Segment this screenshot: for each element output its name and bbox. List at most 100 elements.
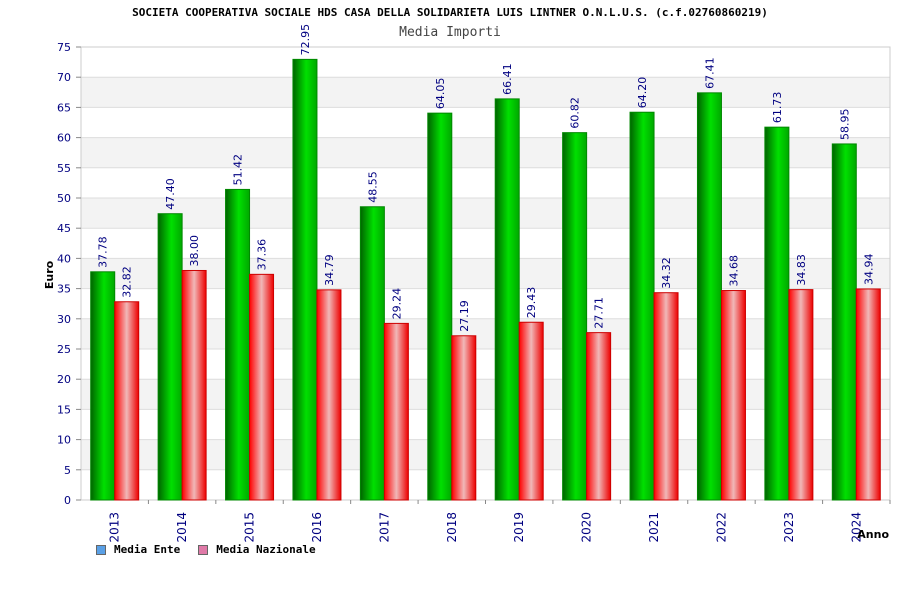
grid-band (81, 288, 890, 319)
x-axis-label: Anno (857, 528, 889, 541)
grid-band (81, 167, 890, 198)
x-tick-label: 2019 (512, 512, 526, 543)
legend-label-nazionale: Media Nazionale (216, 543, 316, 556)
bar-ente-2013 (90, 271, 116, 501)
bar-nazionale-2018 (451, 335, 477, 501)
x-tick-label: 2018 (445, 512, 459, 543)
bar-value-label: 34.79 (323, 254, 336, 286)
bar-nazionale-2013 (114, 301, 140, 501)
y-tick-label: 55 (57, 162, 71, 175)
legend-label-ente: Media Ente (114, 543, 181, 556)
y-tick-label: 5 (64, 464, 71, 477)
bar-nazionale-2021 (653, 292, 679, 501)
bar-ente-2019 (494, 98, 520, 501)
bar-ente-2015 (225, 188, 251, 501)
x-tick-label: 2020 (580, 512, 594, 543)
y-tick-label: 65 (57, 101, 71, 114)
bar-value-label: 58.95 (838, 108, 851, 140)
grid-band (81, 47, 890, 78)
bar-value-label: 34.32 (660, 257, 673, 289)
bar-value-label: 67.41 (703, 57, 716, 89)
x-tick-label: 2021 (647, 512, 661, 543)
y-axis-ticks: 0 5 10 15 20 25 30 35 40 45 50 55 60 65 70 75 (57, 41, 81, 507)
grid-band (81, 137, 890, 168)
bar-value-labels: 37.78 32.82 47.40 38.00 51.42 37.36 72.95 34.79… (97, 24, 876, 332)
bar-nazionale-2014 (181, 269, 207, 501)
x-axis-ticks: 2013 2014 2015 2016 2017 2018 2019 2020 2021 2022… (108, 500, 891, 543)
bar-value-label: 72.95 (299, 24, 312, 56)
bar-nazionale-2024 (855, 288, 881, 501)
grid-band (81, 439, 890, 470)
y-tick-label: 35 (57, 283, 71, 296)
bar-ente-2021 (629, 111, 655, 501)
y-axis-label: Euro (43, 260, 56, 289)
bar-value-label: 34.94 (862, 253, 875, 285)
y-tick-label: 25 (57, 343, 71, 356)
bar-value-label: 34.68 (727, 255, 740, 287)
x-tick-label: 2016 (310, 512, 324, 543)
bar-value-label: 34.83 (795, 254, 808, 286)
y-tick-label: 70 (57, 71, 71, 84)
legend-item-ente: Media Ente (96, 543, 180, 556)
bar-nazionale-2016 (316, 289, 342, 501)
bar-value-label: 38.00 (188, 235, 201, 267)
bar-nazionale-2022 (720, 290, 746, 501)
bar-value-label: 60.82 (569, 97, 582, 129)
bar-nazionale-2019 (518, 321, 544, 501)
bar-ente-2024 (831, 143, 857, 501)
bar-value-label: 64.20 (636, 77, 649, 109)
bar-nazionale-2020 (586, 332, 612, 501)
x-tick-label: 2015 (243, 512, 257, 543)
bar-value-label: 37.36 (256, 239, 269, 271)
chart-subtitle: Media Importi (399, 25, 501, 40)
bar-ente-2017 (359, 206, 385, 501)
y-tick-label: 0 (64, 494, 71, 507)
y-tick-label: 40 (57, 252, 71, 265)
bar-value-label: 29.43 (525, 287, 538, 319)
grid-band (81, 228, 890, 259)
x-tick-label: 2013 (108, 512, 122, 543)
bar-value-label: 51.42 (232, 154, 245, 186)
y-tick-label: 50 (57, 192, 71, 205)
bar-nazionale-2015 (249, 273, 275, 501)
grid-band (81, 349, 890, 380)
bar-value-label: 61.73 (771, 92, 784, 124)
x-tick-label: 2022 (714, 512, 728, 543)
chart-title: SOCIETA COOPERATIVA SOCIALE HDS CASA DEL… (132, 6, 768, 19)
legend-swatch-ente (96, 544, 106, 555)
bar-ente-2020 (562, 132, 588, 501)
legend-item-nazionale: Media Nazionale (198, 543, 316, 556)
grid-bands (81, 47, 890, 500)
y-tick-label: 75 (57, 41, 71, 54)
grid-band (81, 379, 890, 410)
grid-band (81, 258, 890, 289)
bar-value-label: 29.24 (390, 288, 403, 320)
x-tick-label: 2024 (849, 512, 863, 543)
y-tick-label: 20 (57, 373, 71, 386)
x-tick-label: 2014 (175, 512, 189, 543)
grid-band (81, 198, 890, 229)
bar-value-label: 47.40 (164, 178, 177, 210)
x-tick-label: 2017 (377, 512, 391, 543)
grid-band (81, 77, 890, 108)
grid-band (81, 107, 890, 138)
bar-value-label: 32.82 (121, 266, 134, 298)
bar-value-label: 37.78 (97, 236, 110, 268)
bar-value-label: 27.19 (458, 300, 471, 332)
bar-value-label: 66.41 (501, 63, 514, 95)
y-tick-label: 10 (57, 434, 71, 447)
bar-value-label: 48.55 (366, 171, 379, 203)
bar-ente-2023 (764, 126, 790, 501)
bar-value-label: 27.71 (593, 297, 606, 329)
bar-ente-2014 (157, 213, 183, 501)
bar-ente-2016 (292, 58, 318, 501)
grid-band (81, 318, 890, 349)
y-tick-label: 60 (57, 132, 71, 145)
x-tick-label: 2023 (782, 512, 796, 543)
y-tick-label: 45 (57, 222, 71, 235)
legend-swatch-nazionale (198, 544, 209, 555)
bars (90, 58, 881, 501)
grid-band (81, 409, 890, 440)
